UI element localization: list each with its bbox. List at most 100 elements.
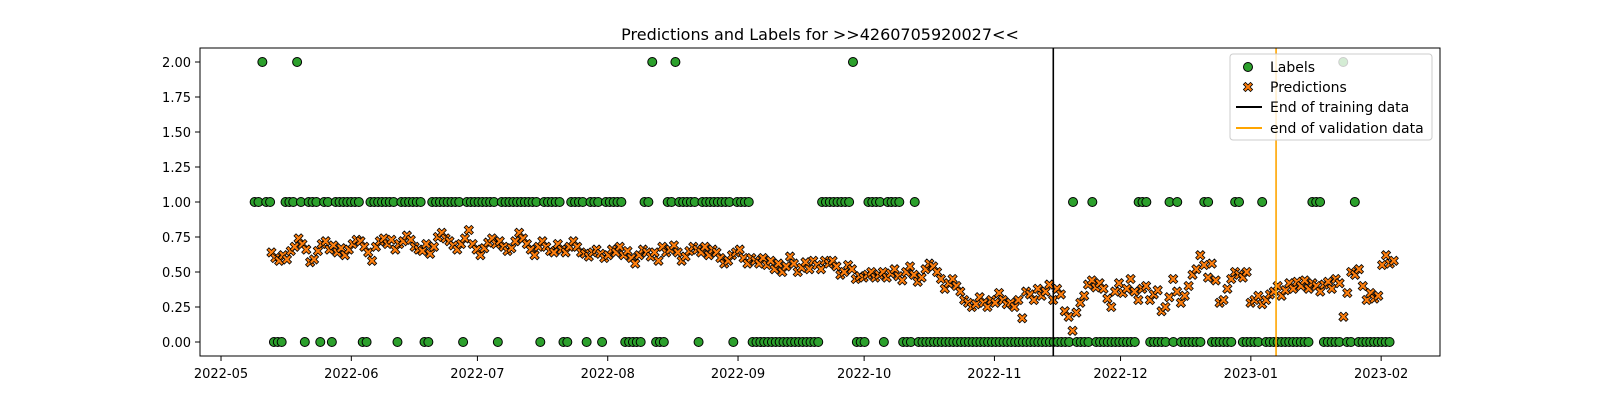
prediction-point bbox=[630, 258, 641, 269]
x-tick-label: 2022-12 bbox=[1093, 367, 1147, 382]
prediction-point bbox=[1353, 264, 1365, 275]
prediction-point bbox=[1388, 255, 1399, 266]
label-point bbox=[423, 337, 434, 347]
prediction-point bbox=[1129, 286, 1140, 297]
prediction-point bbox=[301, 244, 312, 255]
prediction-point bbox=[428, 241, 440, 252]
legend-validation-text: end of validation data bbox=[1270, 121, 1424, 137]
label-point bbox=[1141, 197, 1152, 207]
label-point bbox=[392, 337, 403, 347]
prediction-point bbox=[668, 240, 680, 251]
prediction-point bbox=[815, 264, 827, 275]
x-axis: 2022-05 2022-06 2022-07 2022-08 2022-09 2022-… bbox=[194, 356, 1408, 382]
prediction-point bbox=[1063, 311, 1074, 322]
prediction-point bbox=[417, 245, 428, 257]
prediction-point bbox=[1121, 283, 1132, 294]
prediction-point bbox=[1322, 276, 1334, 287]
label-point bbox=[353, 197, 364, 207]
legend-predictions-text: Predictions bbox=[1270, 80, 1347, 96]
prediction-point bbox=[955, 286, 966, 297]
y-tick-label: 1.50 bbox=[162, 126, 191, 141]
prediction-point bbox=[982, 301, 993, 313]
chart-title: Predictions and Labels for >>42607059200… bbox=[621, 25, 1019, 44]
prediction-point bbox=[1202, 272, 1214, 283]
prediction-point bbox=[931, 266, 943, 278]
legend-training-text: End of training data bbox=[1270, 100, 1409, 116]
legend-labels-marker-icon bbox=[1243, 62, 1253, 72]
prediction-point bbox=[1226, 273, 1237, 285]
prediction-point bbox=[424, 248, 436, 259]
legend-predictions-marker-icon bbox=[1242, 81, 1254, 93]
label-point bbox=[1087, 197, 1098, 207]
prediction-point bbox=[366, 255, 378, 266]
x-tick-label: 2022-06 bbox=[324, 367, 378, 382]
label-point bbox=[276, 337, 287, 347]
prediction-point bbox=[993, 287, 1005, 299]
label-point bbox=[894, 197, 905, 207]
prediction-point bbox=[506, 243, 517, 254]
prediction-point bbox=[328, 240, 339, 251]
prediction-point bbox=[773, 258, 784, 269]
prediction-point bbox=[1125, 273, 1136, 285]
y-axis: 0.00 0.25 0.50 0.75 1.00 1.25 1.50 1.75 2.00 bbox=[162, 56, 200, 351]
prediction-point bbox=[1241, 266, 1252, 278]
legend: Labels Predictions End of training data … bbox=[1229, 53, 1433, 141]
prediction-point bbox=[1210, 275, 1221, 286]
prediction-point bbox=[649, 247, 660, 258]
plot-area bbox=[249, 48, 1399, 356]
prediction-point bbox=[1315, 286, 1326, 297]
prediction-point bbox=[1078, 290, 1090, 301]
legend-labels-text: Labels bbox=[1270, 60, 1315, 76]
label-point bbox=[693, 337, 704, 347]
prediction-point bbox=[1334, 278, 1345, 289]
y-tick-label: 0.75 bbox=[162, 231, 191, 246]
prediction-point bbox=[757, 252, 769, 264]
label-point bbox=[813, 337, 824, 347]
prediction-point bbox=[475, 250, 486, 261]
label-point bbox=[1315, 197, 1326, 207]
label-point bbox=[643, 197, 654, 207]
prediction-point bbox=[1032, 283, 1043, 294]
prediction-point bbox=[1028, 294, 1040, 306]
label-point bbox=[616, 197, 627, 207]
label-point bbox=[1303, 337, 1314, 347]
prediction-point bbox=[699, 241, 711, 252]
prediction-point bbox=[1326, 283, 1338, 294]
label-point bbox=[581, 337, 592, 347]
prediction-point bbox=[1183, 280, 1194, 292]
prediction-point bbox=[1191, 264, 1202, 275]
label-point bbox=[635, 337, 646, 347]
prediction-point bbox=[1152, 285, 1163, 296]
label-point bbox=[597, 337, 608, 347]
label-point bbox=[728, 337, 739, 347]
label-point bbox=[492, 337, 503, 347]
prediction-point bbox=[510, 236, 521, 247]
label-point bbox=[1234, 197, 1245, 207]
label-point bbox=[1129, 337, 1140, 347]
y-tick-label: 1.25 bbox=[162, 161, 191, 176]
x-tick-label: 2022-11 bbox=[967, 367, 1021, 382]
x-tick-label: 2023-01 bbox=[1224, 367, 1278, 382]
prediction-point bbox=[734, 244, 745, 255]
prediction-point bbox=[1179, 290, 1190, 301]
prediction-point bbox=[1102, 293, 1113, 304]
prediction-point bbox=[1338, 311, 1349, 322]
legend-box bbox=[1229, 53, 1433, 141]
label-point bbox=[257, 57, 268, 67]
x-tick-label: 2022-09 bbox=[711, 367, 765, 382]
prediction-point bbox=[1287, 283, 1299, 294]
label-point bbox=[1349, 197, 1360, 207]
label-point bbox=[562, 337, 573, 347]
label-point bbox=[1195, 337, 1206, 347]
prediction-point bbox=[529, 250, 540, 261]
label-point bbox=[361, 337, 372, 347]
label-point bbox=[458, 337, 469, 347]
label-point bbox=[1068, 197, 1079, 207]
prediction-point bbox=[1017, 313, 1028, 324]
prediction-point bbox=[947, 273, 958, 285]
prediction-point bbox=[1373, 290, 1384, 301]
label-point bbox=[415, 197, 426, 207]
label-point bbox=[265, 197, 276, 207]
prediction-point bbox=[622, 245, 633, 257]
